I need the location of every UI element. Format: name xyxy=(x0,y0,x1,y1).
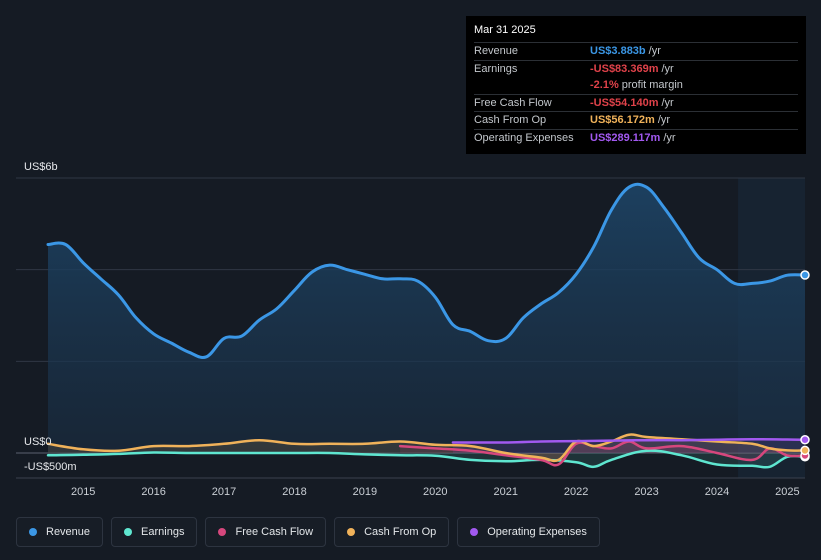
tooltip-row-label: Cash From Op xyxy=(474,114,547,127)
tooltip-row-unit: /yr xyxy=(661,62,674,75)
x-tick-label: 2022 xyxy=(564,486,588,498)
legend: Revenue Earnings Free Cash Flow Cash From O… xyxy=(16,517,600,547)
legend-item-cash-from-op[interactable]: Cash From Op xyxy=(334,517,450,547)
earnings-area xyxy=(48,450,805,468)
legend-item-label: Revenue xyxy=(46,526,91,538)
x-tick-label: 2015 xyxy=(71,486,95,498)
tooltip-row: Operating Expenses US$289.117m/yr xyxy=(474,128,798,147)
x-tick-label: 2024 xyxy=(705,486,729,498)
tooltip-row: -2.1% profit margin xyxy=(474,77,798,94)
operating-expenses-line xyxy=(451,438,807,444)
tooltip-row: Revenue US$3.883b/yr xyxy=(474,42,798,60)
tooltip-row-label: Earnings xyxy=(474,62,518,75)
revenue-line xyxy=(46,182,807,359)
tooltip-row-unit: /yr xyxy=(661,96,674,109)
tooltip-row-unit: /yr xyxy=(648,45,661,58)
legend-dot-icon xyxy=(124,528,133,536)
legend-item-label: Free Cash Flow xyxy=(235,526,314,538)
tooltip-row-unit: profit margin xyxy=(621,79,683,92)
tooltip-row-value: -US$83.369m xyxy=(590,62,659,75)
legend-item-label: Operating Expenses xyxy=(487,526,587,538)
legend-item-free-cash-flow[interactable]: Free Cash Flow xyxy=(205,517,327,547)
y-axis-zero-label: US$0 xyxy=(24,436,52,448)
x-tick-label: 2018 xyxy=(282,486,306,498)
legend-item-earnings[interactable]: Earnings xyxy=(111,517,198,547)
tooltip: Mar 31 2025 Revenue US$3.883b/yr Earnings -… xyxy=(466,16,806,154)
revenue-area xyxy=(48,184,805,453)
tooltip-row-unit: /yr xyxy=(657,114,671,127)
legend-item-label: Earnings xyxy=(141,526,185,538)
tooltip-row: Cash From Op US$56.172m/yr xyxy=(474,111,798,129)
x-tick-label: 2016 xyxy=(141,486,165,498)
tooltip-date: Mar 31 2025 xyxy=(474,24,536,36)
tooltip-row-value: -2.1% xyxy=(590,79,619,92)
legend-dot-icon xyxy=(470,528,479,536)
legend-item-label: Cash From Op xyxy=(364,526,437,538)
x-tick-label: 2021 xyxy=(493,486,517,498)
y-axis-top-label: US$6b xyxy=(24,161,58,173)
tooltip-row: Earnings -US$83.369m/yr xyxy=(474,59,798,78)
free-cash-flow-line xyxy=(398,440,807,467)
legend-item-operating-expenses[interactable]: Operating Expenses xyxy=(457,517,600,547)
earnings-line xyxy=(46,449,807,469)
tooltip-row-value: US$3.883b xyxy=(590,45,646,58)
tooltip-row-value: -US$54.140m xyxy=(590,96,659,109)
legend-item-revenue[interactable]: Revenue xyxy=(16,517,104,547)
tooltip-row-value: US$289.117m xyxy=(590,131,661,144)
x-tick-label: 2017 xyxy=(212,486,236,498)
tooltip-row-label: Free Cash Flow xyxy=(474,96,552,109)
legend-dot-icon xyxy=(29,528,37,536)
tooltip-row: Free Cash Flow -US$54.140m/yr xyxy=(474,93,798,112)
financial-chart: US$6b US$0 -US$500m 2015 2016 2017 2018 2019… xyxy=(16,161,810,498)
x-tick-label: 2023 xyxy=(634,486,658,498)
tooltip-row-unit: /yr xyxy=(663,131,676,144)
revenue-endpoint xyxy=(800,270,810,280)
cash-from-op-endpoint xyxy=(800,445,810,456)
y-axis-bottom-label: -US$500m xyxy=(24,461,77,473)
tooltip-row-label: Operating Expenses xyxy=(474,131,574,144)
x-tick-label: 2025 xyxy=(775,486,799,498)
legend-dot-icon xyxy=(347,528,356,536)
x-tick-label: 2020 xyxy=(423,486,447,498)
legend-dot-icon xyxy=(218,528,227,536)
tooltip-row-value: US$56.172m xyxy=(590,114,655,127)
tooltip-row-label: Revenue xyxy=(474,45,519,58)
operating-expenses-endpoint xyxy=(800,435,810,445)
x-tick-label: 2019 xyxy=(353,486,377,498)
